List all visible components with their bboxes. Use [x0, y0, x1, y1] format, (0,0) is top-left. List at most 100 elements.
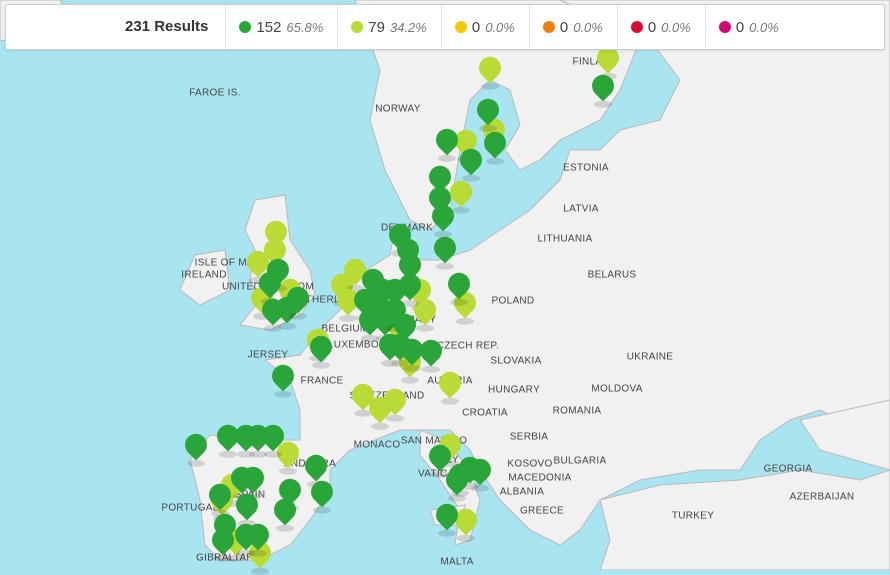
light-green-map-marker[interactable]	[449, 287, 481, 325]
light-green-map-marker[interactable]	[434, 429, 466, 467]
legend-percent: 65.8%	[286, 19, 324, 35]
dark-green-map-marker[interactable]	[431, 499, 463, 537]
dark-green-map-marker[interactable]	[443, 268, 475, 306]
dark-green-map-marker[interactable]	[257, 420, 289, 458]
legend-item-magenta[interactable]: 0 0.0%	[706, 5, 793, 49]
dark-green-map-marker[interactable]	[242, 420, 274, 458]
map-pin-icon	[587, 70, 619, 102]
legend-percent: 0.0%	[485, 19, 515, 35]
dark-green-map-marker[interactable]	[429, 232, 461, 270]
country-label: GEORGIA	[763, 463, 813, 475]
dark-green-map-marker[interactable]	[455, 144, 487, 182]
dark-green-map-marker[interactable]	[212, 420, 244, 458]
dark-green-map-marker[interactable]	[282, 282, 314, 320]
dark-green-map-marker[interactable]	[267, 360, 299, 398]
dark-green-map-marker[interactable]	[444, 459, 476, 497]
marker-shadow	[354, 409, 372, 417]
dark-green-map-marker[interactable]	[384, 329, 416, 367]
dark-green-map-marker[interactable]	[374, 329, 406, 367]
dark-green-map-marker[interactable]	[231, 489, 263, 527]
light-green-map-marker[interactable]	[339, 254, 371, 292]
marker-shadow	[339, 314, 357, 322]
country-label: MOLDOVA	[591, 383, 643, 395]
country-label: ESTONIA	[563, 162, 609, 174]
map-pin-icon	[441, 464, 473, 496]
dark-green-map-marker[interactable]	[472, 94, 504, 132]
light-green-map-marker[interactable]	[272, 437, 304, 475]
map-pin-icon	[269, 494, 301, 526]
light-green-map-marker[interactable]	[332, 284, 364, 322]
map-pin-icon	[231, 489, 263, 521]
legend-item-light-green[interactable]: 79 34.2%	[338, 5, 442, 49]
country-label: KOSOVO	[507, 458, 553, 470]
legend-count: 0	[647, 18, 657, 36]
light-green-map-marker[interactable]	[394, 346, 426, 384]
light-green-map-marker[interactable]	[434, 367, 466, 405]
marker-shadow	[274, 390, 292, 398]
dark-green-map-marker[interactable]	[431, 124, 463, 162]
map-pin-icon	[429, 232, 461, 264]
light-green-map-marker[interactable]	[220, 524, 252, 562]
legend-percent: 34.2%	[389, 19, 427, 35]
dark-green-map-marker[interactable]	[204, 479, 236, 517]
light-green-map-marker[interactable]	[379, 384, 411, 422]
dark-green-map-marker[interactable]	[207, 524, 239, 562]
light-green-map-marker[interactable]	[364, 392, 396, 430]
marker-shadow	[462, 174, 480, 182]
legend-item-red[interactable]: 0 0.0%	[618, 5, 706, 49]
legend-count: 0	[735, 18, 745, 36]
dark-green-map-marker[interactable]	[396, 334, 428, 372]
marker-shadow	[312, 361, 330, 369]
country-label: GIBRALTAR	[196, 552, 254, 564]
dark-green-map-marker[interactable]	[354, 304, 386, 342]
light-green-dot-icon	[351, 21, 364, 33]
dark-green-map-marker[interactable]	[305, 331, 337, 369]
dark-green-map-marker[interactable]	[257, 294, 289, 332]
light-green-map-marker[interactable]	[246, 282, 278, 320]
light-green-map-marker[interactable]	[474, 52, 506, 90]
country-label: SLOVAKIA	[490, 355, 542, 367]
marker-shadow	[227, 554, 245, 562]
legend-item-dark-green[interactable]: 152 65.8%	[226, 5, 339, 49]
dark-green-map-marker[interactable]	[271, 292, 303, 330]
light-green-map-marker[interactable]	[347, 379, 379, 417]
marker-shadow	[264, 450, 282, 458]
dark-green-map-marker[interactable]	[424, 440, 456, 478]
dark-green-map-marker[interactable]	[479, 127, 511, 165]
light-green-map-marker[interactable]	[450, 504, 482, 542]
dark-green-map-marker[interactable]	[441, 464, 473, 502]
legend-item-orange[interactable]: 0 0.0%	[530, 5, 618, 49]
map-pin-icon	[300, 450, 332, 482]
dark-green-map-marker[interactable]	[587, 70, 619, 108]
dark-green-map-marker[interactable]	[230, 420, 262, 458]
dark-green-map-marker[interactable]	[230, 519, 262, 557]
dark-green-map-marker[interactable]	[427, 200, 459, 238]
legend-item-yellow[interactable]: 0 0.0%	[442, 5, 530, 49]
map-pin-icon	[415, 335, 447, 367]
map-pin-icon	[306, 476, 338, 508]
marker-shadow	[441, 459, 459, 467]
light-green-map-marker[interactable]	[409, 294, 441, 332]
dark-green-map-marker[interactable]	[415, 335, 447, 373]
map-pin-icon	[180, 429, 212, 461]
marker-shadow	[436, 262, 454, 270]
dark-green-map-marker[interactable]	[306, 476, 338, 514]
legend-count: 152	[256, 18, 282, 36]
marker-shadow	[214, 554, 232, 562]
magenta-dot-icon	[718, 21, 731, 33]
dark-green-map-marker[interactable]	[269, 494, 301, 532]
dark-green-map-marker[interactable]	[180, 429, 212, 467]
dark-green-map-marker[interactable]	[394, 269, 426, 307]
country-label: BELARUS	[587, 269, 637, 281]
marker-shadow	[481, 82, 499, 90]
dark-green-map-marker[interactable]	[464, 454, 496, 492]
country-label: UKRAINE	[626, 351, 674, 363]
dark-green-map-marker[interactable]	[454, 452, 486, 490]
dark-green-map-marker[interactable]	[242, 519, 274, 557]
legend-percent: 0.0%	[661, 19, 691, 35]
country-label: PORTUGAL	[161, 502, 219, 514]
country-label: SAN MARINO	[400, 435, 468, 447]
map-pin-icon	[455, 144, 487, 176]
light-green-map-marker[interactable]	[445, 176, 477, 214]
